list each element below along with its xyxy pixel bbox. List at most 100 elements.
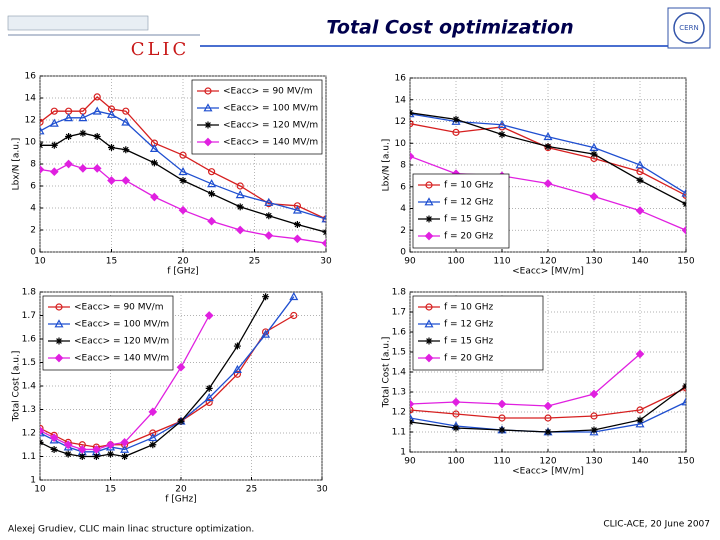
series-group	[410, 109, 686, 235]
legend-label: f = 10 GHz	[444, 181, 493, 191]
x-tick-label: 150	[677, 457, 694, 467]
point	[543, 131, 553, 141]
point	[121, 453, 129, 460]
point	[108, 144, 115, 151]
legend-label: f = 20 GHz	[444, 232, 493, 242]
y-tick-label: 4	[30, 204, 36, 214]
legend-label: f = 15 GHz	[444, 337, 493, 347]
point	[544, 414, 552, 422]
point	[589, 192, 599, 201]
y-tick-label: 1.8	[22, 288, 37, 298]
x-tick-label: 25	[246, 485, 257, 495]
point	[176, 362, 186, 372]
point	[410, 109, 414, 117]
point	[40, 141, 44, 149]
point	[498, 414, 506, 422]
y-tick-label: 14	[395, 95, 407, 105]
point	[232, 364, 242, 373]
y-tick-label: 1.3	[392, 388, 406, 398]
point	[635, 206, 645, 216]
legend-label: <Eacc> = 90 MV/m	[223, 87, 312, 97]
point	[681, 225, 686, 235]
y-tick-label: 1	[30, 476, 36, 486]
legend-marker	[424, 231, 434, 241]
legend-label: <Eacc> = 100 MV/m	[74, 320, 169, 330]
point	[40, 165, 45, 174]
point	[235, 190, 245, 199]
point	[107, 450, 114, 458]
legend-label: <Eacc> = 120 MV/m	[74, 337, 169, 347]
point	[235, 225, 245, 235]
point	[498, 426, 506, 434]
y-tick-label: 8	[30, 160, 36, 170]
point	[107, 176, 116, 185]
y-tick-label: 1.2	[22, 429, 36, 439]
x-tick-label: 120	[539, 457, 556, 467]
point	[148, 432, 158, 442]
logo-machine	[7, 15, 149, 31]
point	[452, 410, 460, 418]
cern-logo-box	[667, 7, 711, 49]
legend-label: <Eacc> = 90 MV/m	[74, 303, 163, 313]
point	[636, 167, 644, 176]
y-tick-label: 1.5	[392, 348, 406, 358]
point	[543, 401, 553, 411]
y-tick-label: 1.8	[392, 288, 407, 298]
cern-logo-text: CERN	[679, 24, 698, 32]
point	[261, 329, 271, 338]
point	[49, 433, 59, 443]
point	[236, 182, 244, 190]
point	[149, 143, 159, 152]
point	[682, 382, 686, 390]
point	[106, 109, 117, 118]
point	[92, 453, 100, 460]
point	[265, 212, 273, 220]
y-tick-label: 6	[400, 182, 406, 192]
cern-logo	[673, 12, 705, 44]
chart: 10 15 20 25 30 0 2 4 6 8 10 12 14 16 f [GHz] Lbx/N [a.u…	[12, 72, 332, 277]
point	[289, 292, 299, 301]
x-tick-label: 140	[631, 257, 648, 267]
point	[77, 445, 87, 454]
series-group	[40, 93, 326, 248]
legend-marker	[425, 337, 433, 345]
y-tick-label: 1.4	[22, 382, 37, 392]
x-tick-label: 100	[447, 457, 464, 467]
point	[207, 179, 217, 188]
point	[63, 440, 73, 450]
y-tick-label: 12	[25, 116, 36, 126]
point	[149, 429, 157, 437]
legend-marker	[424, 353, 434, 363]
point	[590, 412, 598, 420]
series-line	[410, 353, 641, 407]
point	[498, 131, 506, 139]
logo-text: CLIC	[131, 39, 190, 60]
point	[451, 397, 461, 407]
point	[264, 231, 274, 240]
x-tick-label: 130	[585, 457, 602, 467]
point	[40, 426, 45, 435]
point	[262, 293, 270, 301]
legend: f = 10 GHz f = 12 GHz f = 15 GHz f = 20 GHz	[412, 295, 544, 371]
point	[636, 176, 644, 184]
point	[64, 159, 73, 169]
point	[178, 205, 188, 215]
legend-label: <Eacc> = 140 MV/m	[223, 138, 318, 148]
x-tick-label: 20	[177, 257, 189, 267]
y-tick-label: 14	[25, 94, 37, 104]
series-line	[40, 315, 210, 451]
legend-label: <Eacc> = 140 MV/m	[74, 354, 169, 364]
footer-left: Alexej Grudiev, CLIC main linac structur…	[8, 525, 254, 535]
point	[50, 141, 58, 149]
point	[590, 150, 598, 158]
point	[149, 441, 157, 449]
point	[236, 203, 244, 211]
point	[92, 164, 102, 173]
x-axis-label: f [GHz]	[167, 267, 199, 277]
point	[150, 159, 158, 167]
point	[79, 129, 87, 137]
y-tick-label: 1	[400, 448, 406, 458]
x-tick-label: 110	[493, 457, 510, 467]
point	[264, 197, 274, 206]
